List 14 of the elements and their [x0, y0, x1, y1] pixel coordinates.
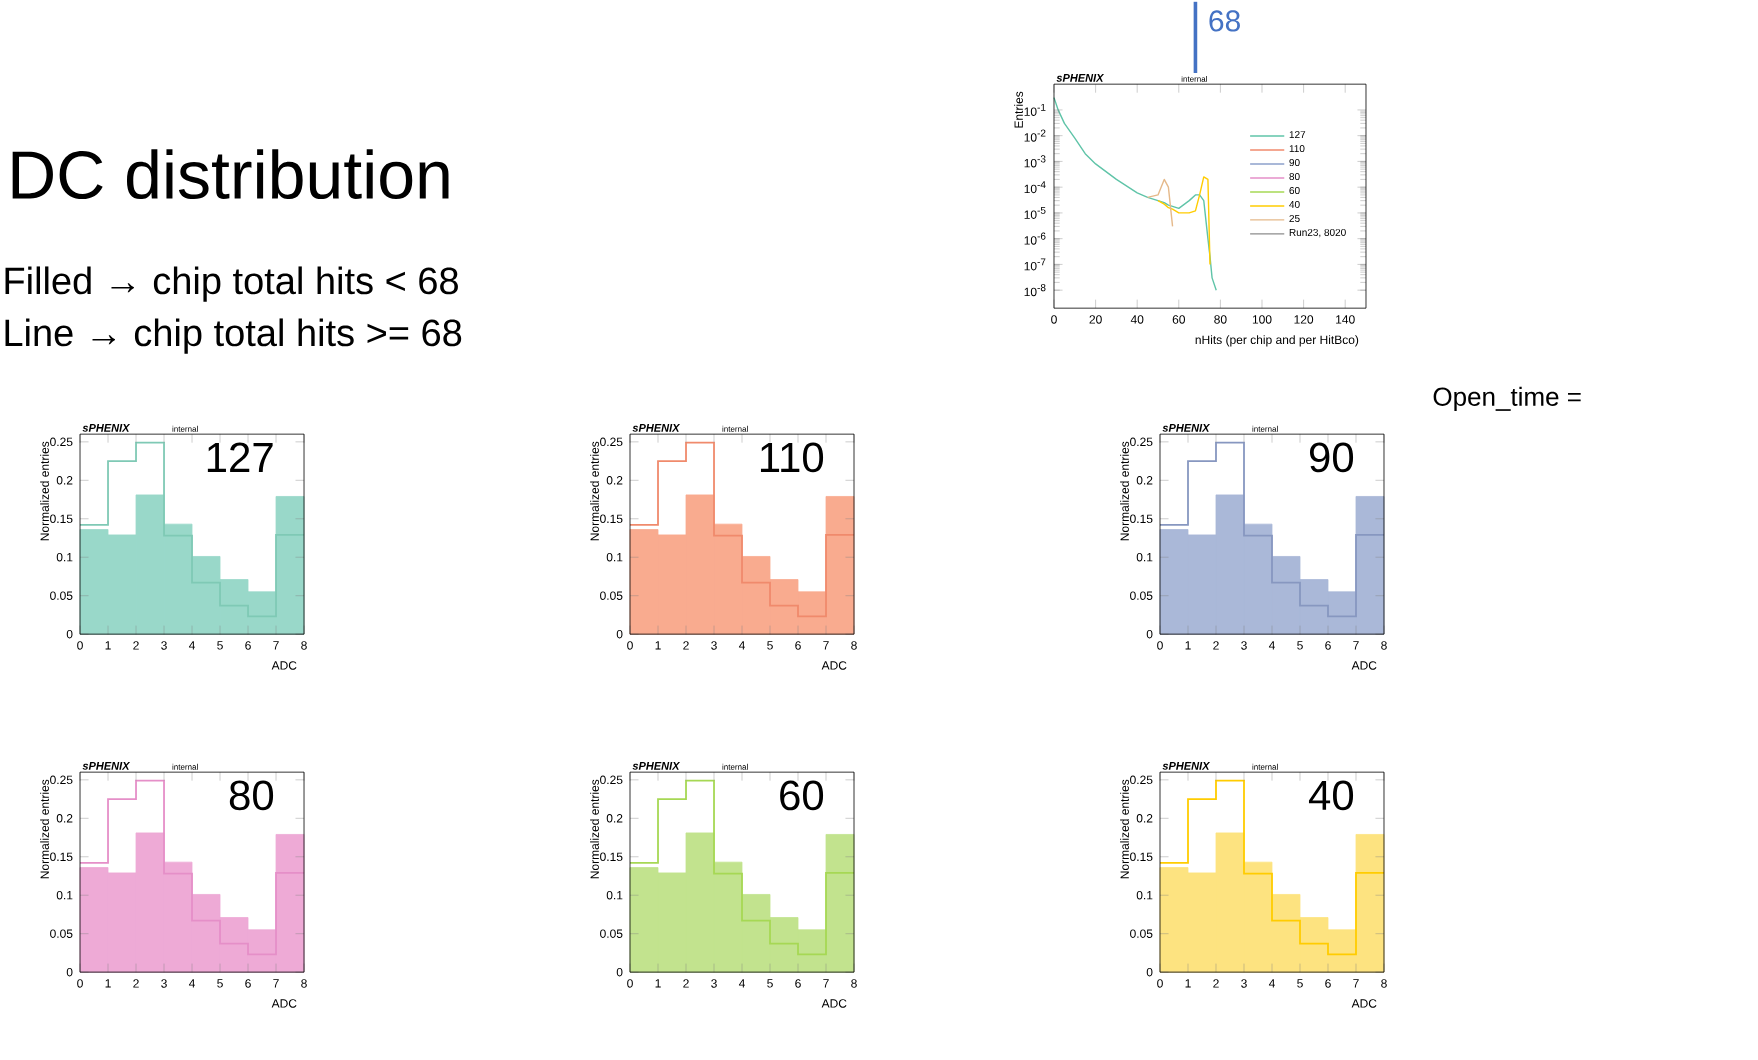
annotation: 90	[1309, 442, 1354, 473]
annotation: 40	[1308, 780, 1354, 811]
annotation: 60	[780, 780, 824, 811]
text: DC distribution	[12, 149, 449, 200]
annotation: 127	[207, 442, 273, 472]
annotation: 80	[229, 780, 274, 811]
ref-line-label: 68	[1209, 10, 1240, 32]
text: Open_time =	[1433, 386, 1581, 412]
annotation: 110	[760, 442, 824, 473]
line-series	[1053, 96, 1217, 291]
line-series	[1157, 176, 1211, 266]
text: Filled → chip total hits < 68	[5, 266, 458, 302]
text: Line → chip total hits >= 68	[5, 318, 462, 354]
line-series	[1146, 178, 1174, 228]
